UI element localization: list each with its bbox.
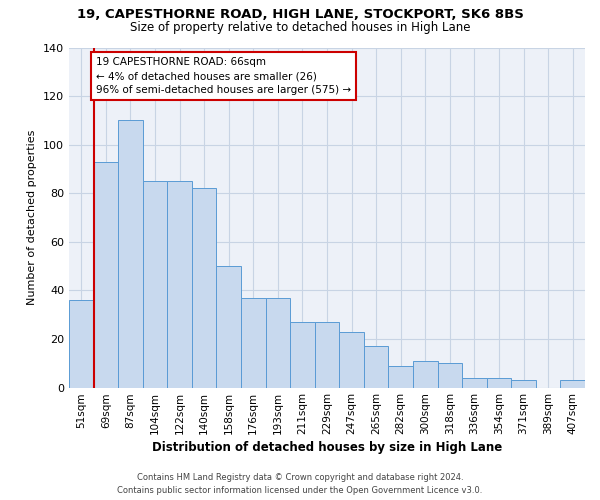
Bar bbox=[487, 378, 511, 388]
Bar bbox=[413, 361, 437, 388]
Bar bbox=[339, 332, 364, 388]
Bar bbox=[511, 380, 536, 388]
Bar bbox=[69, 300, 94, 388]
Text: Contains HM Land Registry data © Crown copyright and database right 2024.
Contai: Contains HM Land Registry data © Crown c… bbox=[118, 473, 482, 495]
Text: 19 CAPESTHORNE ROAD: 66sqm
← 4% of detached houses are smaller (26)
96% of semi-: 19 CAPESTHORNE ROAD: 66sqm ← 4% of detac… bbox=[96, 57, 351, 95]
Text: 19, CAPESTHORNE ROAD, HIGH LANE, STOCKPORT, SK6 8BS: 19, CAPESTHORNE ROAD, HIGH LANE, STOCKPO… bbox=[77, 8, 523, 20]
Y-axis label: Number of detached properties: Number of detached properties bbox=[28, 130, 37, 305]
Bar bbox=[462, 378, 487, 388]
Bar bbox=[560, 380, 585, 388]
Bar bbox=[315, 322, 339, 388]
Bar bbox=[364, 346, 388, 388]
Bar bbox=[241, 298, 266, 388]
Bar bbox=[192, 188, 217, 388]
Bar bbox=[388, 366, 413, 388]
Bar bbox=[143, 181, 167, 388]
Bar bbox=[217, 266, 241, 388]
X-axis label: Distribution of detached houses by size in High Lane: Distribution of detached houses by size … bbox=[152, 442, 502, 454]
Bar bbox=[118, 120, 143, 388]
Bar bbox=[290, 322, 315, 388]
Bar bbox=[266, 298, 290, 388]
Text: Size of property relative to detached houses in High Lane: Size of property relative to detached ho… bbox=[130, 21, 470, 34]
Bar bbox=[94, 162, 118, 388]
Bar bbox=[437, 363, 462, 388]
Bar bbox=[167, 181, 192, 388]
